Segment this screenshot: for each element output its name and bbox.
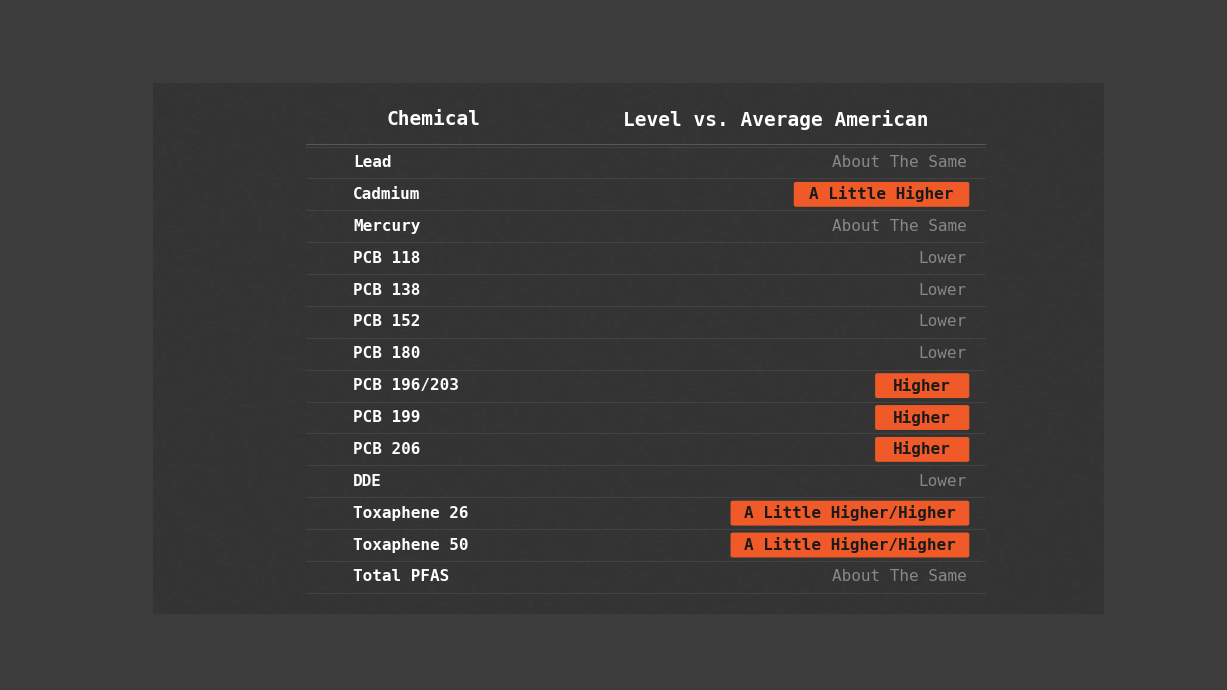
- Text: Higher: Higher: [893, 377, 951, 393]
- Text: PCB 118: PCB 118: [353, 250, 421, 266]
- FancyBboxPatch shape: [730, 533, 969, 558]
- FancyBboxPatch shape: [794, 182, 969, 207]
- Text: Lower: Lower: [918, 474, 967, 489]
- Text: Lower: Lower: [918, 250, 967, 266]
- Text: A Little Higher/Higher: A Little Higher/Higher: [744, 505, 956, 521]
- Text: A Little Higher: A Little Higher: [810, 186, 953, 202]
- Text: PCB 199: PCB 199: [353, 410, 421, 425]
- Text: Toxaphene 50: Toxaphene 50: [353, 538, 469, 553]
- Text: PCB 152: PCB 152: [353, 315, 421, 329]
- FancyBboxPatch shape: [730, 501, 969, 526]
- Text: PCB 196/203: PCB 196/203: [353, 378, 459, 393]
- Text: About The Same: About The Same: [832, 569, 967, 584]
- Text: PCB 138: PCB 138: [353, 282, 421, 297]
- Text: Cadmium: Cadmium: [353, 187, 421, 202]
- Text: Lower: Lower: [918, 315, 967, 329]
- Text: Lower: Lower: [918, 282, 967, 297]
- Text: PCB 206: PCB 206: [353, 442, 421, 457]
- Text: Lead: Lead: [353, 155, 391, 170]
- Text: Lower: Lower: [918, 346, 967, 362]
- Text: Mercury: Mercury: [353, 219, 421, 234]
- Text: PCB 180: PCB 180: [353, 346, 421, 362]
- Text: Higher: Higher: [893, 442, 951, 457]
- Text: Chemical: Chemical: [387, 110, 481, 130]
- FancyBboxPatch shape: [875, 437, 969, 462]
- Text: DDE: DDE: [353, 474, 382, 489]
- Text: A Little Higher/Higher: A Little Higher/Higher: [744, 537, 956, 553]
- Text: About The Same: About The Same: [832, 155, 967, 170]
- Text: Total PFAS: Total PFAS: [353, 569, 449, 584]
- Text: Higher: Higher: [893, 410, 951, 426]
- Text: About The Same: About The Same: [832, 219, 967, 234]
- FancyBboxPatch shape: [875, 405, 969, 430]
- Text: Level vs. Average American: Level vs. Average American: [623, 110, 929, 130]
- FancyBboxPatch shape: [875, 373, 969, 398]
- Text: Toxaphene 26: Toxaphene 26: [353, 506, 469, 521]
